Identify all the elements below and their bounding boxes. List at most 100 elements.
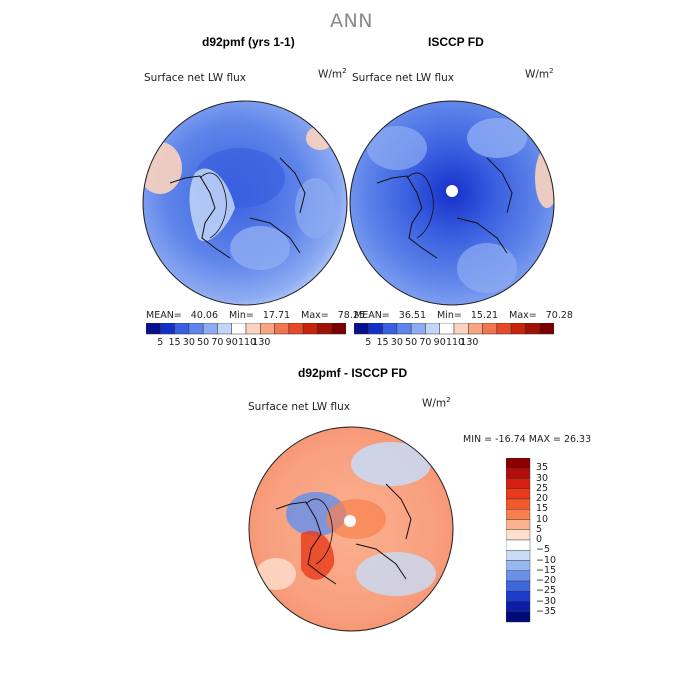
panel-1-polar-map (142, 100, 348, 306)
diff-colorbar-swatch (506, 519, 531, 530)
panel-2-mean: 36.51 (398, 310, 426, 321)
diff-colorbar-label: −25 (536, 585, 557, 597)
diff-minmax: MIN = -16.74 MAX = 26.33 (463, 434, 592, 445)
panel-2-colorbar-tick-label: 15 (376, 337, 389, 348)
page-title: ANN (330, 10, 373, 32)
panel-2-min-label: Min= (437, 310, 462, 321)
panel-1-stats: MEAN= 40.06 Min= 17.71 Max= 78.25 (146, 310, 365, 321)
panel-1-colorbar-swatch (231, 323, 247, 335)
panel-2-units-base: W/m (525, 68, 550, 81)
panel-2-colorbar-tick-label: 130 (460, 337, 479, 348)
diff-colorbar-swatch (506, 601, 531, 612)
panel-1-colorbar-tick-label: 70 (211, 337, 224, 348)
panel-1-heading: d92pmf (yrs 1-1) (202, 35, 295, 49)
panel-1-colorbar-tick-label: 90 (225, 337, 238, 348)
diff-colorbar-swatch (506, 560, 531, 571)
panel-1-colorbar (146, 323, 346, 335)
panel-2-colorbar-tick-label: 110 (446, 337, 465, 348)
panel-1-colorbar-swatch (202, 323, 218, 335)
diff-colorbar-label: −30 (536, 595, 557, 607)
panel-2-colorbar-tick-label: 70 (419, 337, 432, 348)
panel-2-colorbar-swatch (425, 323, 440, 335)
panel-1-colorbar-swatch (274, 323, 290, 335)
diff-colorbar-label: −35 (536, 605, 557, 617)
panel-1-colorbar-tick-label: 15 (168, 337, 181, 348)
panel-1-max: 78.25 (337, 310, 365, 321)
panel-2-max: 70.28 (545, 310, 573, 321)
diff-polar-map (248, 426, 454, 632)
panel-1-max-label: Max= (301, 310, 329, 321)
diff-colorbar-label: −10 (536, 554, 557, 566)
panel-1-mean: 40.06 (190, 310, 218, 321)
panel-2-units: W/m2 (525, 67, 554, 81)
panel-1-colorbar-swatch (260, 323, 275, 335)
panel-2-units-exp: 2 (549, 67, 554, 75)
diff-colorbar-label: −15 (536, 564, 557, 576)
panel-2-colorbar-swatch (482, 323, 498, 335)
panel-2-colorbar-swatch (439, 323, 455, 335)
diff-units-exp: 2 (446, 396, 451, 404)
panel-2-colorbar-swatch (382, 323, 398, 335)
panel-1-colorbar-tick-label: 50 (197, 337, 210, 348)
diff-colorbar-label: 0 (536, 534, 543, 545)
diff-colorbar-swatch (506, 498, 531, 510)
panel-1-units: W/m2 (318, 67, 347, 81)
diff-variable: Surface net LW flux (248, 401, 350, 413)
diff-colorbar-swatch (506, 550, 531, 561)
panel-2-colorbar-swatch (468, 323, 483, 335)
panel-2-heading: ISCCP FD (428, 35, 484, 49)
panel-2-colorbar-swatch (354, 323, 369, 335)
panel-1-colorbar-swatch (217, 323, 232, 335)
diff-colorbar-swatch (506, 591, 531, 602)
panel-1-colorbar-swatch (331, 323, 346, 335)
panel-1-colorbar-swatch (160, 323, 175, 335)
diff-colorbar-label: 30 (536, 472, 549, 484)
panel-2-variable: Surface net LW flux (352, 72, 454, 84)
panel-1-colorbar-swatch (302, 323, 318, 335)
panel-2-colorbar-swatch (396, 323, 412, 335)
diff-colorbar-label: 20 (536, 493, 549, 504)
diff-colorbar-swatch (506, 580, 531, 592)
panel-2-colorbar-tick-label: 50 (405, 337, 418, 348)
diff-heading: d92pmf - ISCCP FD (298, 366, 408, 380)
panel-2-max-label: Max= (509, 310, 537, 321)
diff-colorbar-label: −5 (536, 544, 551, 556)
panel-1-colorbar-tick-label: 110 (238, 337, 257, 348)
panel-2-colorbar-tick-label: 5 (365, 337, 372, 348)
panel-2-colorbar-swatch (410, 323, 426, 335)
panel-1-colorbar-swatch (146, 323, 161, 335)
panel-1-colorbar-swatch (174, 323, 190, 335)
diff-colorbar-swatch (506, 468, 531, 479)
panel-1-units-exp: 2 (342, 67, 347, 75)
panel-2-colorbar-swatch (510, 323, 526, 335)
diff-colorbar-swatch (506, 611, 531, 623)
panel-2-stats: MEAN= 36.51 Min= 15.21 Max= 70.28 (354, 310, 573, 321)
diff-colorbar-swatch (506, 509, 531, 520)
diff-colorbar-swatch (506, 529, 531, 541)
panel-1-colorbar-swatch (245, 323, 261, 335)
panel-1-mean-label: MEAN= (146, 310, 182, 321)
panel-2-colorbar-tick-label: 90 (433, 337, 446, 348)
diff-colorbar-swatch (506, 539, 531, 551)
panel-2-colorbar-swatch (525, 323, 540, 335)
panel-1-colorbar-tick-label: 5 (157, 337, 164, 348)
panel-2-mean-label: MEAN= (354, 310, 390, 321)
diff-colorbar-label: 5 (536, 523, 543, 535)
diff-colorbar-label: 15 (536, 503, 549, 515)
panel-2-colorbar-swatch (453, 323, 469, 335)
diff-units: W/m2 (422, 396, 451, 410)
diff-colorbar-swatch (506, 478, 531, 489)
panel-1-colorbar-swatch (188, 323, 204, 335)
panel-2-colorbar-tick-label: 30 (390, 337, 403, 348)
panel-1-colorbar-tick-label: 130 (252, 337, 271, 348)
diff-colorbar-label: 35 (536, 462, 549, 474)
diff-colorbar (506, 458, 531, 623)
diff-colorbar-label: −20 (536, 575, 557, 586)
panel-1-min: 17.71 (262, 310, 291, 321)
diff-colorbar-swatch (506, 458, 531, 469)
panel-1-min-label: Min= (229, 310, 254, 321)
diff-colorbar-label: 25 (536, 482, 549, 494)
panel-1-variable: Surface net LW flux (144, 72, 246, 84)
panel-2-colorbar-swatch (539, 323, 554, 335)
